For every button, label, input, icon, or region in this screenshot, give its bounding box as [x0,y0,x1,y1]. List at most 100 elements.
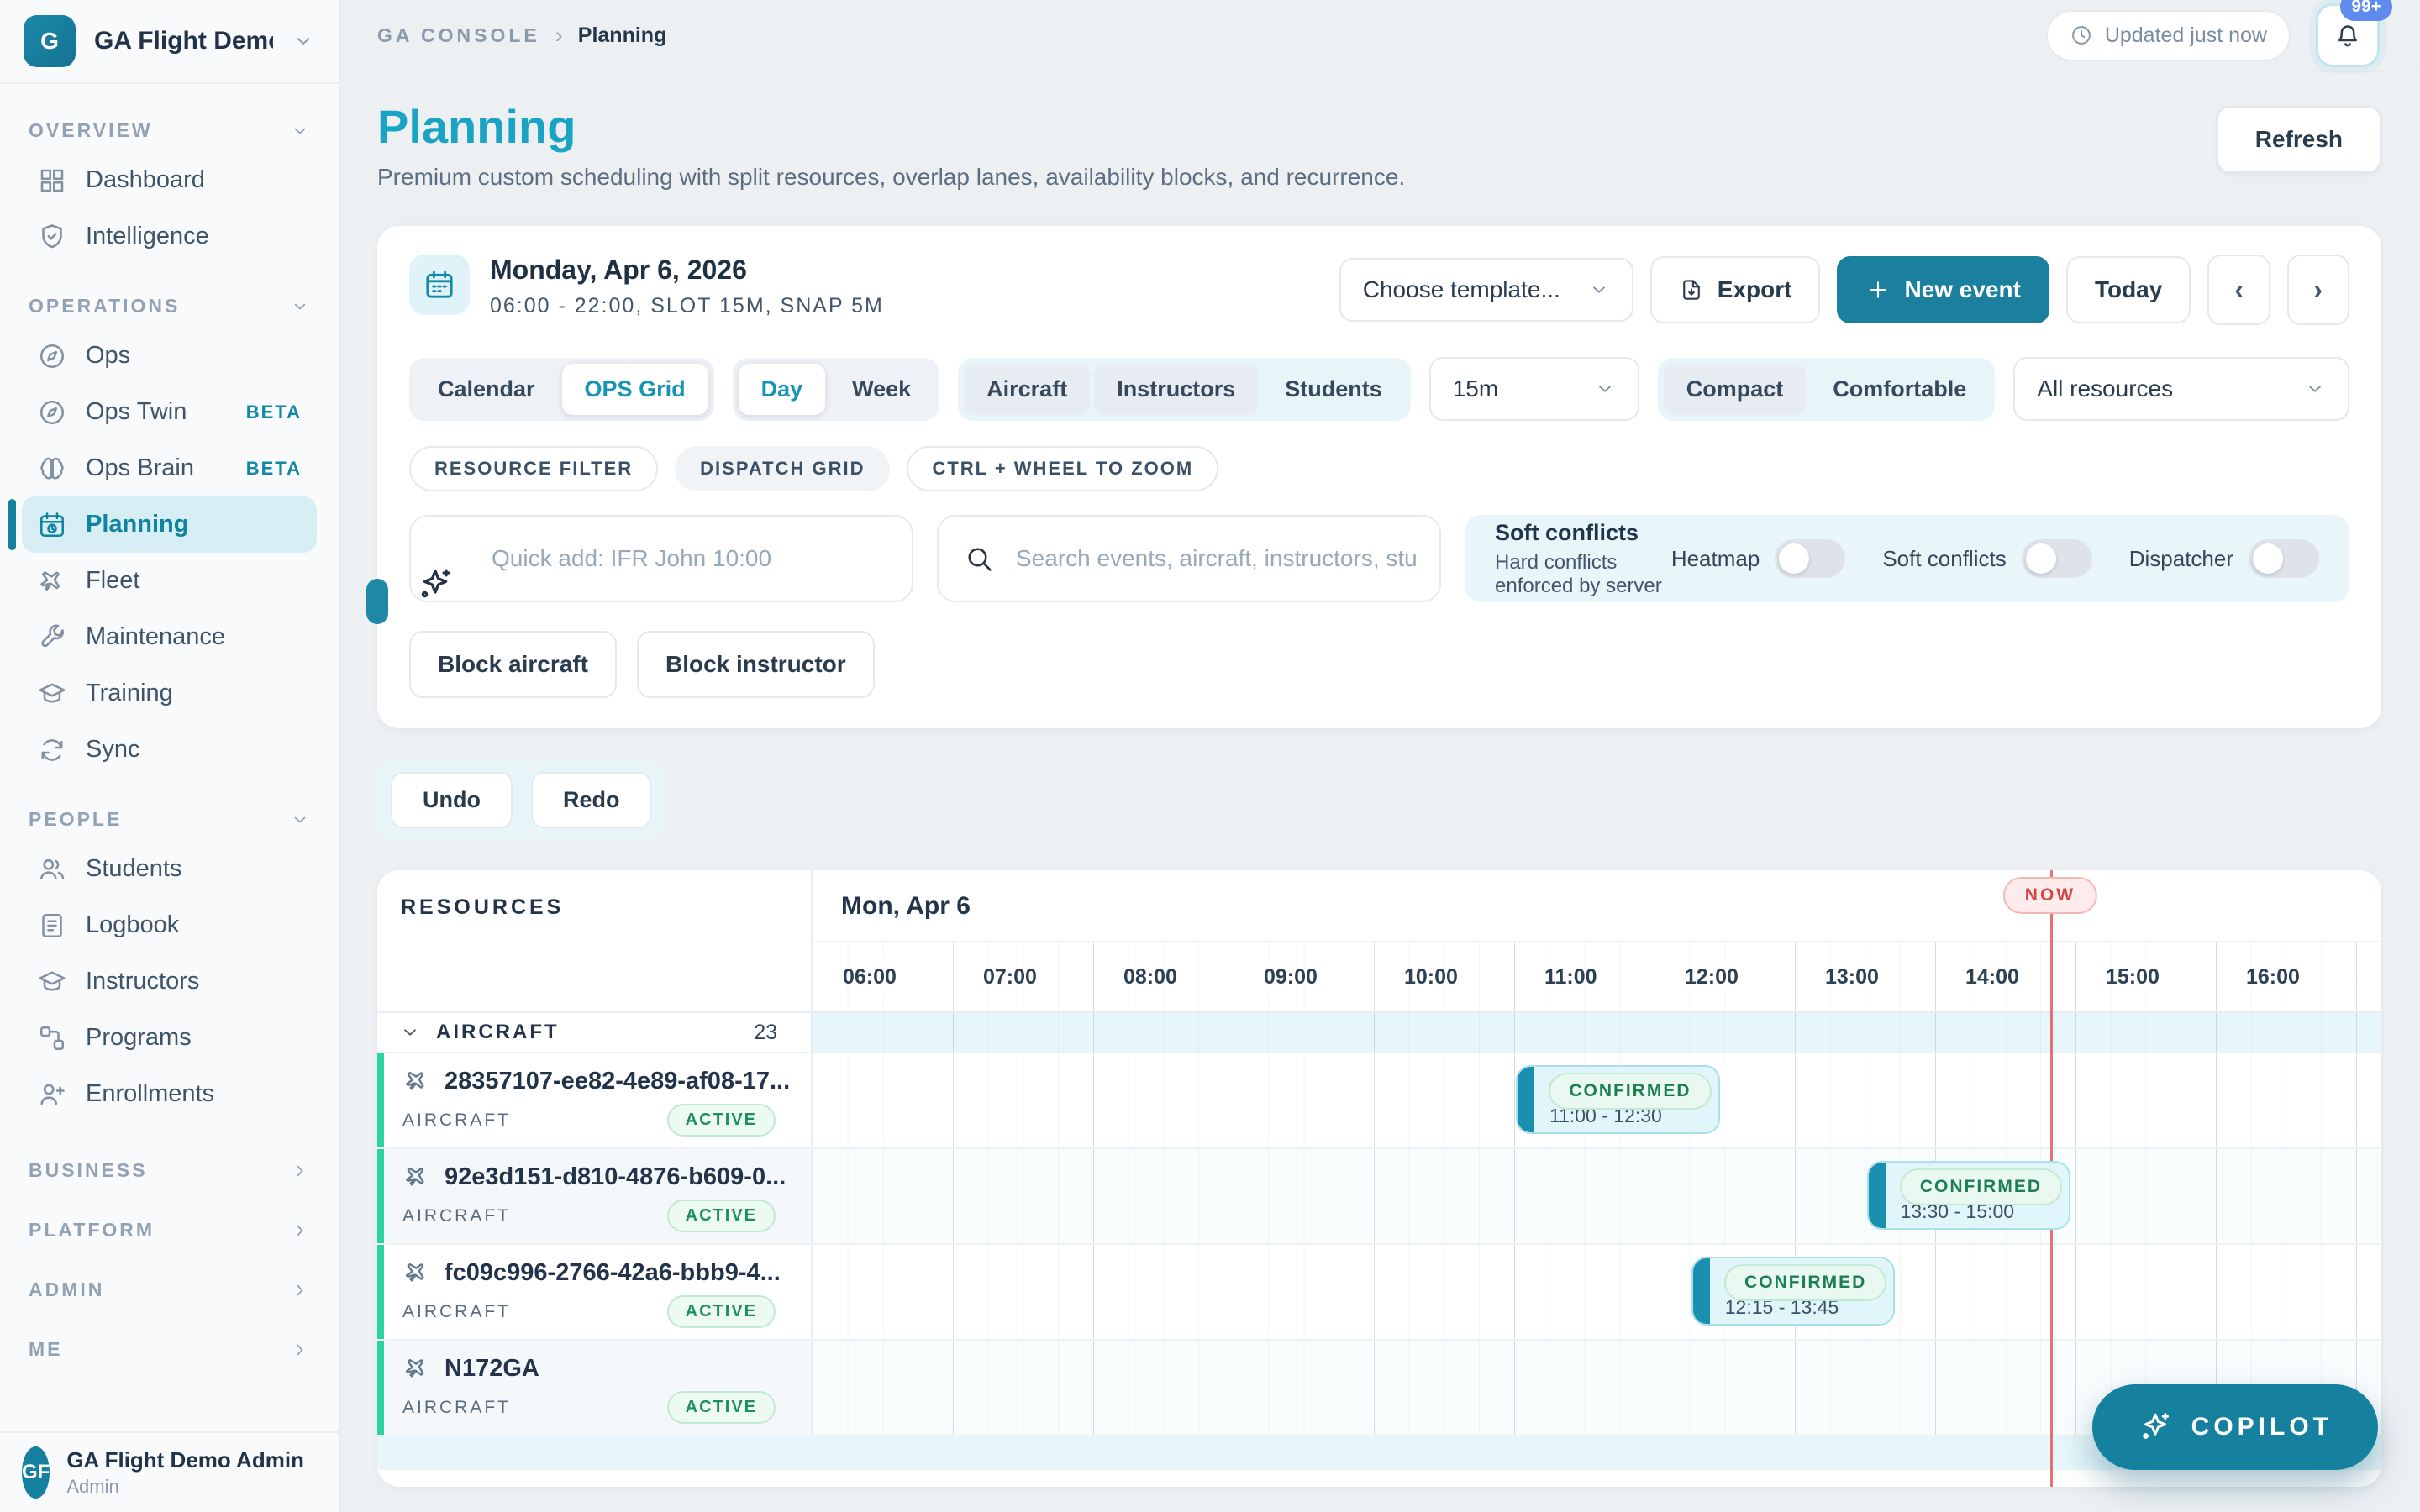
hour-label: 15:00 [2106,965,2160,990]
hour-label: 08:00 [1123,965,1177,990]
chevron-down-icon [290,121,310,141]
event-block[interactable]: sim — 13:30 - 15:00 CONFIRMED [1867,1161,2071,1230]
density-tab[interactable]: Comfortable [1810,364,1989,415]
resources-header: RESOURCES [377,870,813,1011]
resource-filter-select[interactable]: All resources [2013,357,2349,421]
block-aircraft-button[interactable]: Block aircraft [409,631,617,698]
sidebar-collapsed-section[interactable]: ME [29,1338,310,1361]
aircraft-section-row[interactable]: AIRCRAFT 23 [377,1013,2381,1052]
timeline-lane[interactable]: sim — 12:15 - 13:45 CONFIRMED [813,1245,2381,1339]
density-tabs: Compact Comfortable [1658,358,1996,421]
sidebar-section-header[interactable]: OVERVIEW [29,119,310,142]
view-mode-tab[interactable]: OPS Grid [562,364,708,415]
sidebar-collapsed-section[interactable]: ADMIN [29,1278,310,1301]
quick-add-input[interactable] [411,545,912,572]
sidebar-item[interactable]: Planning [22,496,317,553]
hour-label: 07:00 [983,965,1037,990]
resource-type-tab[interactable]: Aircraft [964,364,1090,415]
clock-icon [2070,24,2093,47]
sidebar-item[interactable]: Students [22,841,317,897]
date-title: Monday, Apr 6, 2026 [490,255,884,286]
chevron-right-icon [290,1221,310,1241]
event-block[interactable]: flight — 11:00 - 12:30 CONFIRMED [1516,1065,1720,1134]
range-tab[interactable]: Day [739,364,826,415]
timeline-lane[interactable]: sim — 13:30 - 15:00 CONFIRMED [813,1149,2381,1243]
toggle-switch[interactable] [2249,539,2319,578]
beta-badge: BETA [246,402,302,423]
density-tab[interactable]: Compact [1664,364,1807,415]
sidebar-section-header[interactable]: PEOPLE [29,808,310,831]
chevron-down-icon [290,810,310,830]
sidebar-item[interactable]: Enrollments [22,1066,317,1122]
sidebar-item[interactable]: Programs [22,1010,317,1066]
shield-check-icon [37,222,67,252]
resource-row[interactable]: fc09c996-2766-42a6-bbb9-4... AIRCRAFT AC… [377,1243,2381,1339]
availability-bar [377,1053,384,1147]
block-instructor-button[interactable]: Block instructor [637,631,875,698]
today-button[interactable]: Today [2066,256,2191,323]
quick-add-field [409,515,913,602]
copilot-button[interactable]: COPILOT [2092,1384,2378,1470]
resource-type-tab[interactable]: Instructors [1094,364,1258,415]
template-select[interactable]: Choose template... [1339,258,1634,322]
toggle-switch[interactable] [2022,539,2092,578]
info-chip: DISPATCH GRID [675,446,890,491]
graduation-cap-icon [37,679,67,709]
compass-icon [37,397,67,428]
info-chip: RESOURCE FILTER [409,446,658,491]
refresh-button[interactable]: Refresh [2217,106,2381,173]
drag-handle[interactable] [366,579,388,624]
workspace-switcher[interactable]: G GA Flight Demo Sc... [0,0,339,84]
chevron-right-icon [290,1161,310,1181]
redo-button[interactable]: Redo [531,772,652,828]
resource-row[interactable]: N172GA AIRCRAFT ACTIVE [377,1339,2381,1435]
sidebar-collapsed-section[interactable]: BUSINESS [29,1159,310,1182]
hour-label: 10:00 [1404,965,1458,990]
avatar: GF [22,1446,50,1499]
notifications-button[interactable]: 99+ [2316,3,2380,67]
prev-day-button[interactable]: ‹ [2207,255,2270,325]
sidebar-item[interactable]: Ops Brain BETA [22,440,317,496]
sidebar-item[interactable]: Ops Twin BETA [22,384,317,440]
resource-type: AIRCRAFT [402,1398,511,1418]
sidebar: G GA Flight Demo Sc... OVERVIEW Dashboar… [0,0,340,1512]
sidebar-item[interactable]: Dashboard [22,152,317,208]
sidebar-item[interactable]: Fleet [22,553,317,609]
export-button[interactable]: Export [1650,256,1821,323]
sidebar-item[interactable]: Instructors [22,953,317,1010]
sidebar-item[interactable]: Training [22,665,317,722]
resource-row[interactable]: 28357107-ee82-4e89-af08-17... AIRCRAFT A… [377,1052,2381,1147]
sidebar-item[interactable]: Logbook [22,897,317,953]
bell-icon [2333,20,2363,50]
new-event-button[interactable]: New event [1837,256,2049,323]
slot-zoom-select[interactable]: 15m [1429,357,1639,421]
sidebar-item[interactable]: Maintenance [22,609,317,665]
search-input[interactable] [939,545,1439,572]
sidebar-item[interactable]: Intelligence [22,208,317,265]
chevron-right-icon [290,1340,310,1360]
timeline-lane[interactable]: flight — 11:00 - 12:30 CONFIRMED [813,1053,2381,1147]
resource-row[interactable]: 92e3d151-d810-4876-b609-0... AIRCRAFT AC… [377,1147,2381,1243]
calendar-icon [423,268,456,302]
next-day-button[interactable]: › [2287,255,2349,325]
view-mode-tab[interactable]: Calendar [415,364,558,415]
range-tab[interactable]: Week [829,364,934,415]
chevron-right-icon [290,1280,310,1300]
undo-button[interactable]: Undo [391,772,513,828]
user-footer: GF GA Flight Demo Admin Admin [0,1431,339,1512]
user-name: GA Flight Demo Admin [66,1447,304,1473]
sidebar-item[interactable]: Ops [22,328,317,384]
sidebar-collapsed-section[interactable]: PLATFORM [29,1219,310,1242]
document-icon [37,911,67,941]
event-block[interactable]: sim — 12:15 - 13:45 CONFIRMED [1691,1257,1896,1326]
sidebar-item[interactable]: Sync [22,722,317,778]
sparkles-icon [416,565,455,604]
hour-label: 09:00 [1264,965,1318,990]
event-accent-bar [1518,1067,1534,1132]
chevron-down-icon [290,297,310,317]
breadcrumb-root[interactable]: GA CONSOLE [377,24,540,47]
sidebar-section-header[interactable]: OPERATIONS [29,295,310,318]
topbar: GA CONSOLE › Planning Updated just now 9… [340,0,2420,72]
toggle-switch[interactable] [1775,539,1845,578]
resource-type-tab[interactable]: Students [1262,364,1405,415]
